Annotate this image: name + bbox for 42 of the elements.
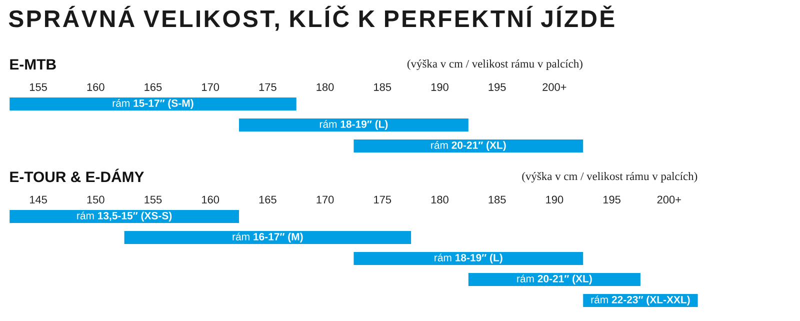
x-tick-label: 180	[431, 196, 448, 204]
bar	[354, 252, 584, 266]
data-label: rám 15-17″ (S-M)	[112, 99, 194, 109]
x-tick-label: 190	[546, 196, 564, 204]
data-label: rám 22-23″ (XL-XXL)	[591, 296, 690, 306]
x-tick-label: 200+	[657, 196, 681, 204]
bar	[468, 272, 640, 286]
text: (výška v cm / velikost rámu v palcích)	[522, 172, 698, 182]
data-label: rám 16-17″ (M)	[232, 232, 303, 242]
x-tick-label: 195	[603, 196, 620, 204]
x-tick-label: 160	[87, 83, 104, 91]
x-tick-label: 185	[488, 196, 506, 204]
x-tick-label: 160	[202, 196, 220, 204]
data-label: rám 18-19″ (L)	[434, 254, 502, 264]
x-tick-label: 155	[30, 83, 47, 91]
text: (výška v cm / velikost rámu v palcích)	[407, 60, 582, 70]
bar	[10, 97, 296, 111]
x-tick-label: 175	[259, 83, 276, 91]
x-tick-label: 145	[30, 196, 47, 204]
x-tick-label: 165	[144, 83, 162, 91]
x-tick-label: 175	[374, 196, 392, 204]
data-label: rám 20-21″ (XL)	[431, 141, 506, 151]
x-tick-label: 170	[316, 196, 334, 204]
bar	[124, 230, 412, 244]
x-tick-label: 170	[202, 83, 220, 91]
data-label: rám 20-21″ (XL)	[517, 274, 592, 284]
bar	[239, 118, 468, 132]
bar	[354, 139, 584, 153]
data-label: rám 13,5-15″ (XS-S)	[77, 212, 172, 222]
x-tick-label: 155	[144, 196, 162, 204]
chart-subtitle: E-TOUR & E-DÁMY	[10, 168, 144, 182]
x-tick-label: 190	[431, 83, 448, 91]
data-label: rám 18-19″ (L)	[320, 120, 388, 130]
chart-subtitle: E-MTB	[10, 59, 56, 70]
x-tick-label: 185	[374, 83, 392, 91]
x-tick-label: 150	[87, 196, 104, 204]
x-tick-label: 165	[259, 196, 276, 204]
bar	[10, 210, 240, 224]
x-tick-label: 200+	[542, 83, 566, 91]
x-tick-label: 195	[488, 83, 506, 91]
chart-title: SPRÁVNÁ VELIKOST, KLÍČ K PERFEKTNÍ JÍZDĚ	[8, 6, 614, 31]
x-tick-label: 180	[316, 83, 334, 91]
